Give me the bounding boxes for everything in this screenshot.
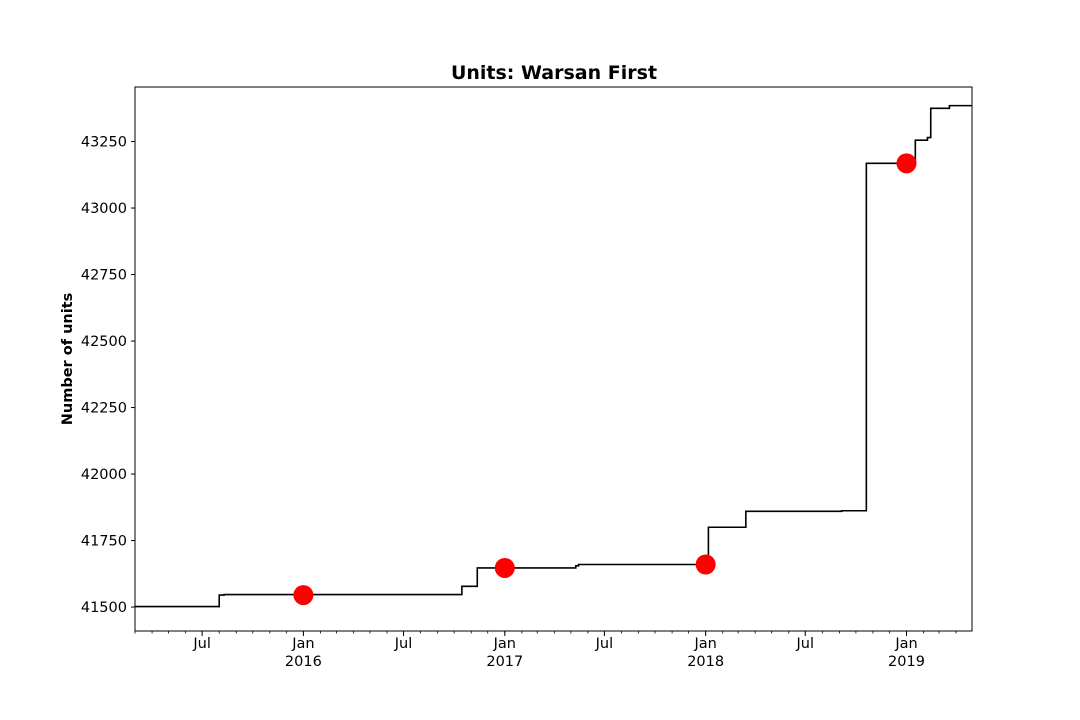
plot-frame	[134, 86, 973, 632]
data-point	[896, 153, 917, 174]
x-tick-year-label: 2019	[888, 654, 925, 670]
data-point	[494, 557, 515, 578]
x-tick-year-label: 2016	[285, 654, 322, 670]
x-tick-label: Jul	[796, 636, 815, 652]
x-tick-label: Jul	[394, 636, 413, 652]
x-tick-label: Jul	[595, 636, 614, 652]
data-point	[293, 585, 314, 606]
x-tick-year-label: 2017	[486, 654, 523, 670]
y-axis-label: Number of units	[60, 293, 76, 425]
y-tick-label: 42500	[81, 334, 127, 350]
x-tick-year-label: 2018	[687, 654, 724, 670]
x-tick-label: Jan	[693, 636, 716, 652]
plot-area	[135, 104, 972, 608]
x-tick-label: Jul	[192, 636, 211, 652]
y-tick-label: 43000	[81, 201, 127, 217]
data-point	[695, 554, 716, 575]
x-tick-label: Jan	[493, 636, 516, 652]
series-line	[135, 104, 972, 608]
y-tick-label: 42750	[81, 268, 127, 284]
x-axis: Jul Jan 2016 Jul Jan 2017 Jul Jan 2018 Jul Jan 2019	[134, 631, 957, 670]
y-tick-label: 41500	[81, 600, 127, 616]
y-tick-label: 41750	[81, 534, 127, 550]
x-tick-label: Jan	[291, 636, 314, 652]
y-axis: 41500 41750 42000 42250 42500 42750 43000 43250	[81, 135, 135, 616]
y-tick-label: 43250	[81, 135, 127, 151]
y-tick-label: 42000	[81, 467, 127, 483]
y-tick-label: 42250	[81, 401, 127, 417]
x-tick-label: Jan	[894, 636, 917, 652]
chart-title: Units: Warsan First	[451, 62, 657, 84]
